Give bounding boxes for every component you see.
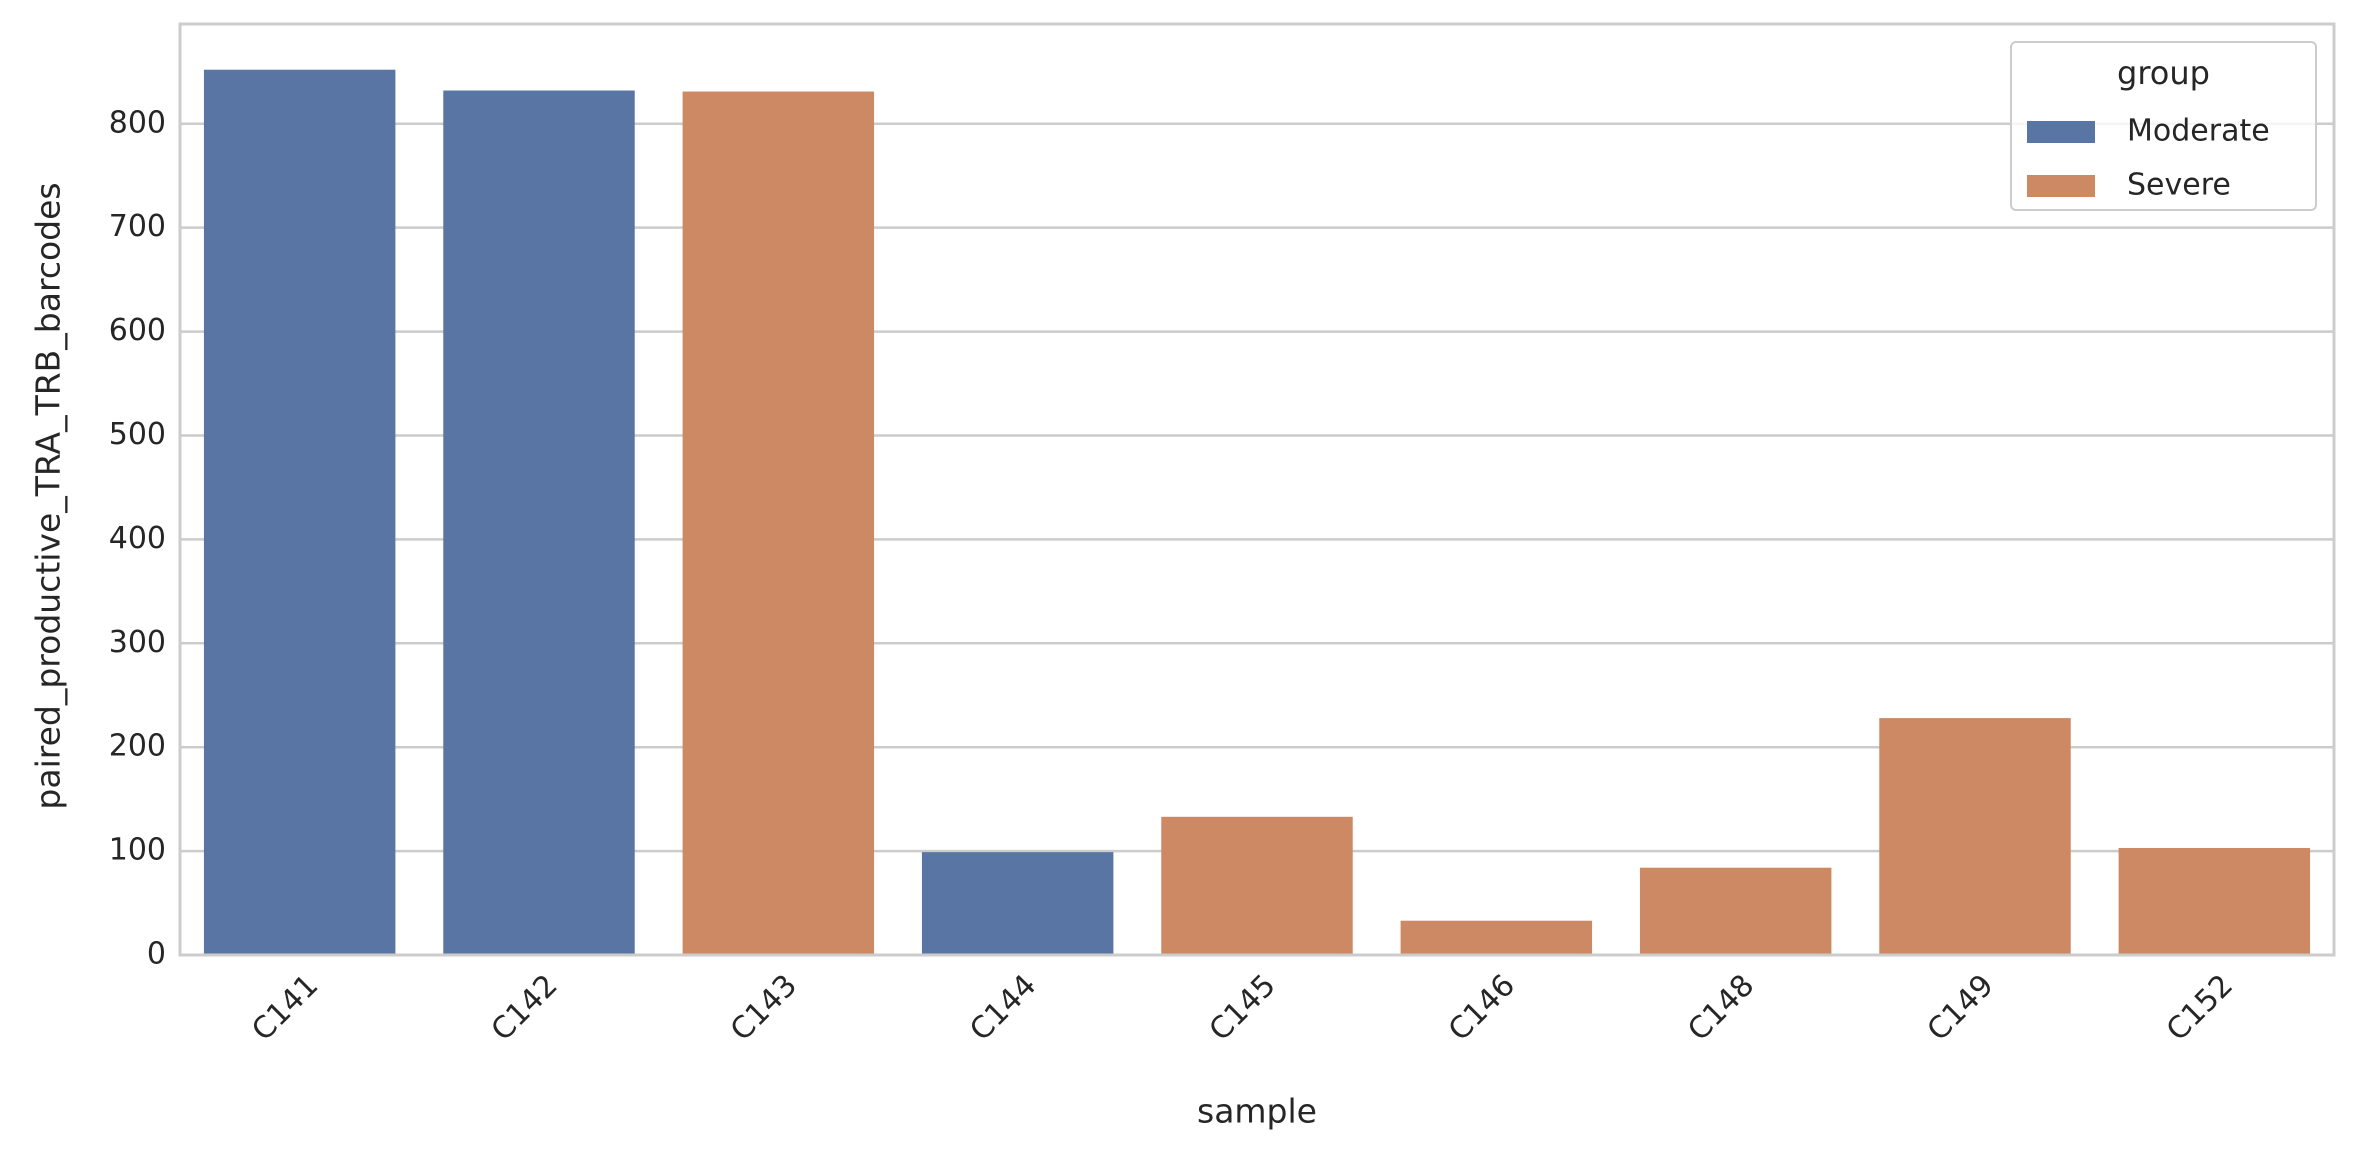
bar (1400, 920, 1593, 955)
x-tick-label: C143 (724, 968, 804, 1048)
y-tick-label: 700 (109, 209, 166, 244)
x-tick-label: C142 (485, 968, 565, 1048)
bar (443, 90, 635, 955)
bar (1879, 718, 2071, 955)
legend: group Moderate Severe (2010, 41, 2317, 211)
legend-box (2010, 41, 2317, 211)
legend-swatch (2027, 175, 2095, 197)
bar (682, 91, 875, 955)
legend-label: Severe (2127, 168, 2231, 203)
x-tick-label: C141 (245, 968, 325, 1048)
bar (1161, 816, 1353, 955)
legend-swatch (2027, 121, 2095, 143)
y-tick-label: 300 (109, 625, 166, 660)
y-tick-label: 500 (109, 417, 166, 452)
x-tick-label: C149 (1921, 968, 2001, 1048)
x-tick-label: C146 (1442, 968, 1522, 1048)
x-tick-label: C152 (2160, 968, 2240, 1048)
bar (203, 69, 396, 955)
bar (2118, 847, 2311, 955)
y-tick-label: 600 (109, 313, 166, 348)
bar (921, 852, 1114, 955)
y-tick-label: 200 (109, 729, 166, 764)
x-axis-label: sample (1197, 1092, 1317, 1131)
y-tick-label: 400 (109, 521, 166, 556)
y-tick-label: 800 (109, 105, 166, 140)
legend-label: Moderate (2127, 114, 2270, 149)
axes-frame (178, 22, 2336, 957)
x-tick-label: C148 (1681, 968, 1761, 1048)
x-tick-label: C145 (1203, 968, 1283, 1048)
bar (1639, 867, 1832, 955)
legend-title: group (2117, 54, 2210, 92)
x-tick-label: C144 (963, 968, 1043, 1048)
y-axis-label: paired_productive_TRA_TRB_barcodes (29, 182, 68, 809)
y-tick-label: 100 (109, 833, 166, 868)
y-tick-label: 0 (147, 937, 166, 972)
